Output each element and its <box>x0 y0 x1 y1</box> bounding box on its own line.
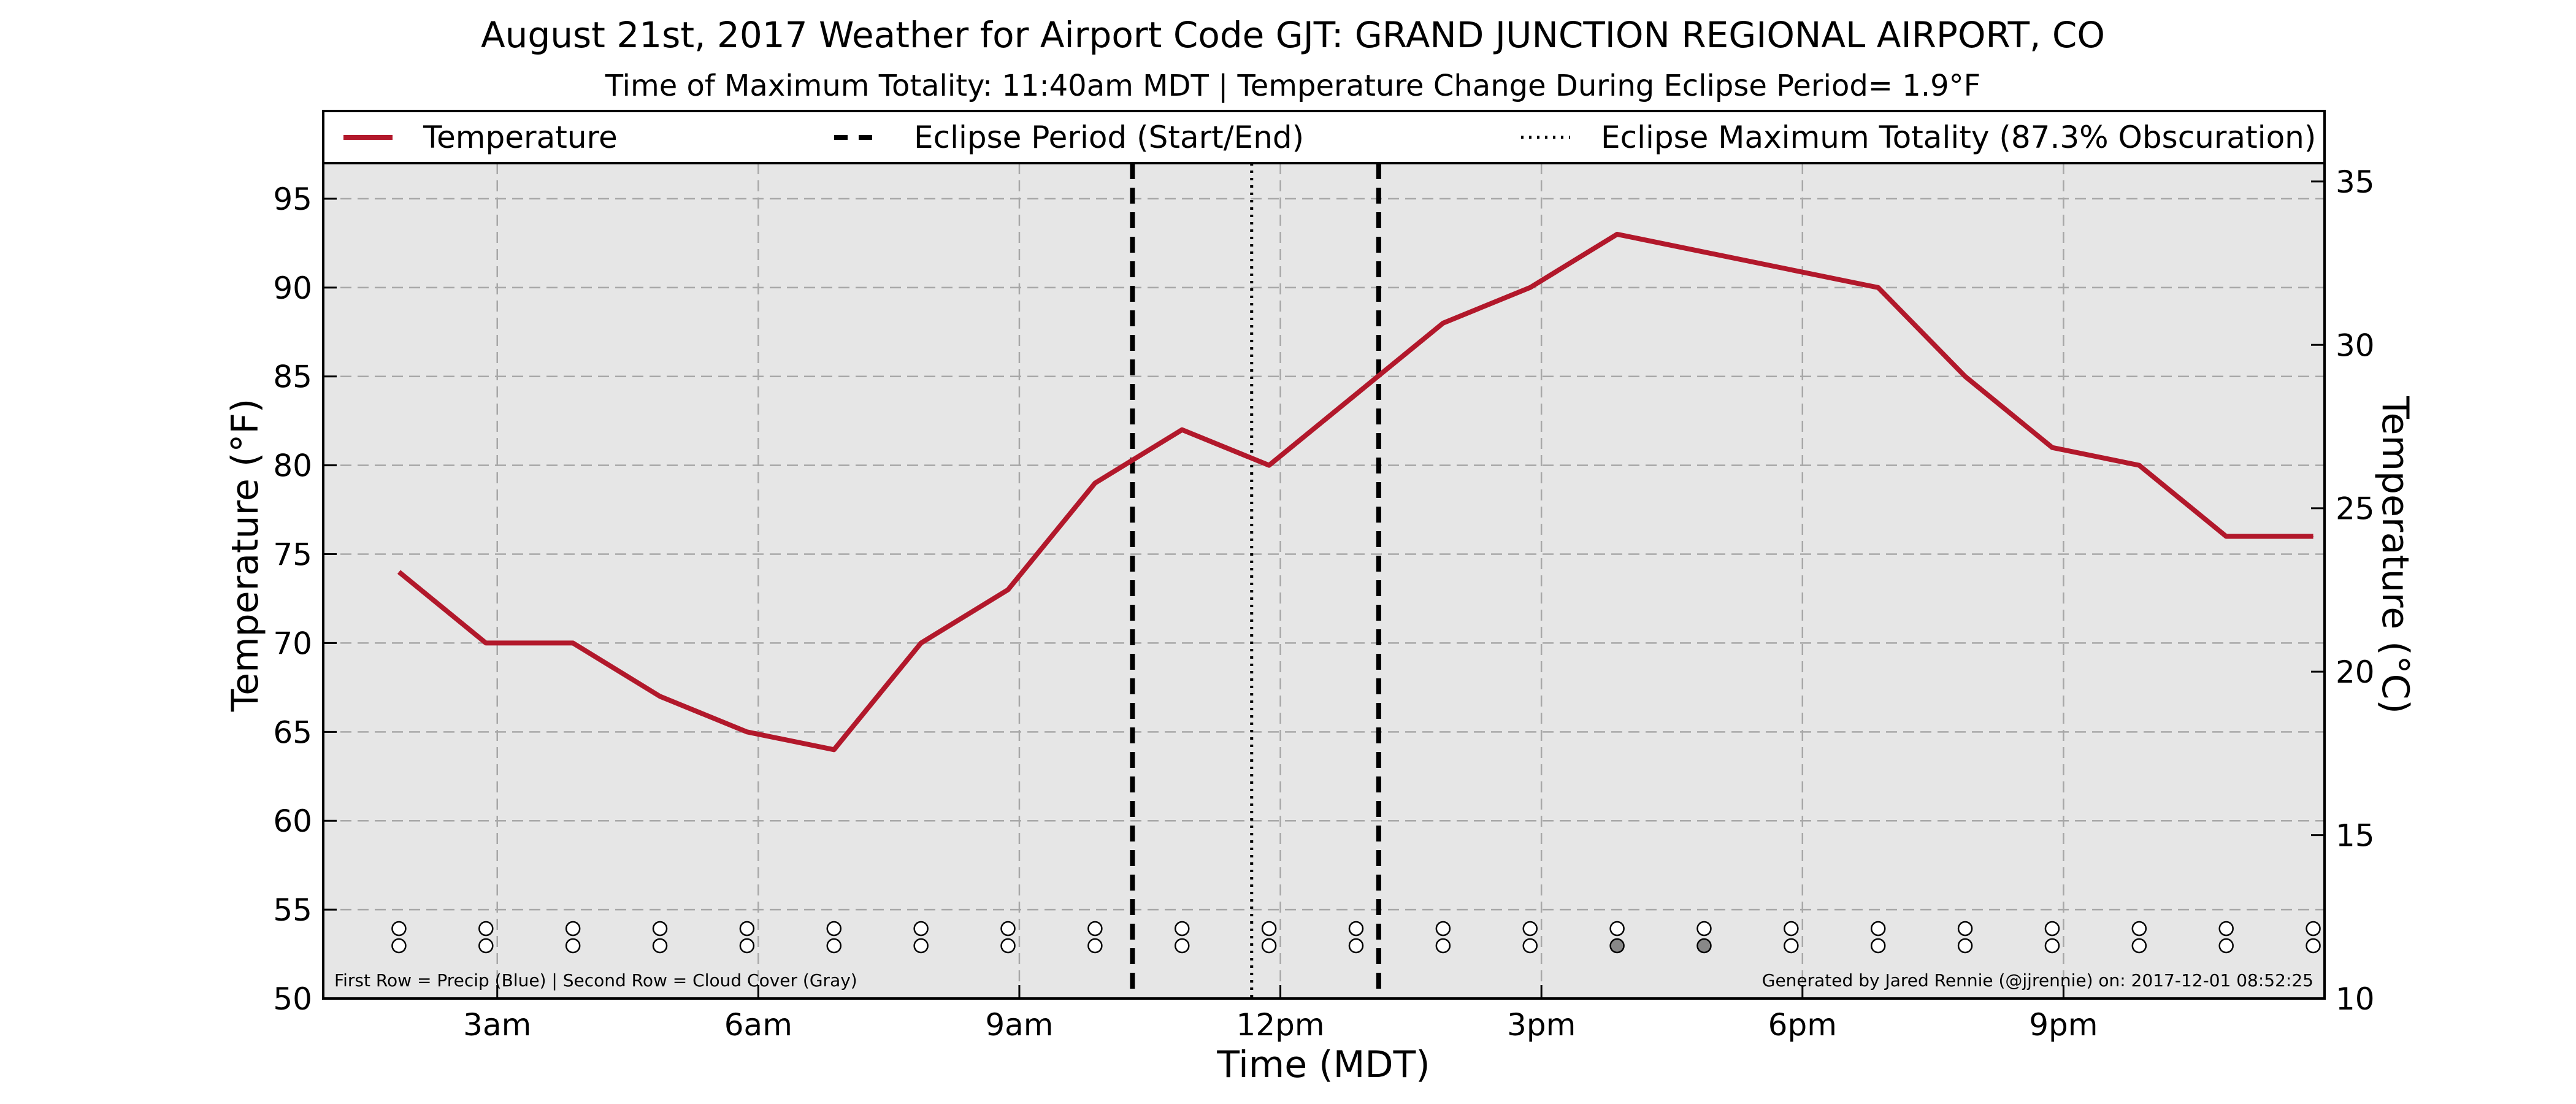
y-tick-label: 70 <box>273 626 312 661</box>
plot-area <box>323 163 2325 999</box>
cloud-cover-marker <box>1000 938 1016 954</box>
precip-marker <box>478 921 494 937</box>
y-right-tick-label: 10 <box>2336 981 2375 1017</box>
y-right-tick-label: 30 <box>2336 328 2375 363</box>
precip-marker <box>2306 921 2321 937</box>
y-tick-label: 60 <box>273 803 312 839</box>
cloud-cover-marker <box>2044 938 2060 954</box>
precip-marker <box>739 921 755 937</box>
cloud-cover-marker <box>1175 938 1190 954</box>
x-axis-label: Time (MDT) <box>1216 1043 1430 1086</box>
y-axis-right-ticks: 10 15 20 25 30 35 <box>2311 164 2375 1017</box>
y-right-tick-label: 20 <box>2336 654 2375 690</box>
cloud-cover-marker <box>739 938 755 954</box>
x-tick-label: 3pm <box>1507 1007 1576 1043</box>
cloud-cover-marker <box>2218 938 2234 954</box>
cloud-cover-marker <box>565 938 581 954</box>
x-axis-ticks: 3am 6am 9am 12pm 3pm 6pm 9pm <box>463 985 2098 1043</box>
cloud-cover-marker <box>1870 938 1886 954</box>
legend-label: Eclipse Maximum Totality (87.3% Obscurat… <box>1601 120 2316 155</box>
precip-marker <box>1175 921 1190 937</box>
precip-marker <box>2131 921 2147 937</box>
y-axis-right-label: Temperature (°C) <box>2374 396 2417 714</box>
y-axis-left-ticks: 50 55 60 65 70 75 80 85 90 95 <box>273 182 337 1017</box>
temperature-point <box>1268 465 1270 466</box>
precip-marker <box>1087 921 1103 937</box>
cloud-cover-marker <box>826 938 842 954</box>
cloud-cover-marker <box>478 938 494 954</box>
cloud-cover-marker <box>2306 938 2321 954</box>
chart-subtitle: Time of Maximum Totality: 11:40am MDT | … <box>605 69 1980 103</box>
x-tick-label: 6pm <box>1768 1007 1837 1043</box>
plot-frame <box>322 110 2326 1000</box>
temperature-point <box>1965 376 1966 377</box>
y-tick-label: 95 <box>273 182 312 217</box>
precip-marker <box>1696 921 1712 937</box>
y-tick-label: 80 <box>273 448 312 484</box>
cloud-cover-marker <box>1609 938 1625 954</box>
y-tick-label: 75 <box>273 537 312 573</box>
precip-marker <box>565 921 581 937</box>
cloud-cover-marker <box>1522 938 1538 954</box>
precip-marker <box>2044 921 2060 937</box>
grid <box>323 163 2325 999</box>
y-tick-label: 65 <box>273 715 312 750</box>
x-tick-label: 12pm <box>1236 1007 1325 1043</box>
y-axis-label: Temperature (°F) <box>224 399 267 712</box>
precip-marker <box>1870 921 1886 937</box>
precip-marker <box>652 921 668 937</box>
precip-marker <box>391 921 407 937</box>
precip-marker <box>1348 921 1364 937</box>
y-tick-label: 85 <box>273 359 312 395</box>
temperature-point <box>659 696 661 697</box>
precip-marker <box>1435 921 1451 937</box>
y-right-tick-label: 25 <box>2336 491 2375 527</box>
cloud-cover-marker <box>391 938 407 954</box>
temperature-point <box>1790 269 1792 270</box>
precip-marker <box>1000 921 1016 937</box>
precip-marker <box>2218 921 2234 937</box>
precip-marker <box>1261 921 1277 937</box>
temperature-point <box>1877 287 1879 288</box>
series <box>397 231 2314 753</box>
temperature-point <box>1181 429 1183 431</box>
precip-marker <box>1522 921 1538 937</box>
cloud-cover-marker <box>1087 938 1103 954</box>
legend: Temperature Eclipse Period (Start/End) Ecl… <box>343 120 2316 155</box>
x-tick-label: 6am <box>724 1007 792 1043</box>
legend-label: Eclipse Period (Start/End) <box>914 120 1304 155</box>
legend-label: Temperature <box>423 120 618 155</box>
cloud-cover-marker <box>913 938 929 954</box>
precip-marker <box>1957 921 1973 937</box>
cloud-cover-marker <box>1348 938 1364 954</box>
cloud-cover-marker <box>652 938 668 954</box>
eclipse-lines <box>1130 163 1381 999</box>
cloud-cover-marker <box>1435 938 1451 954</box>
y-tick-label: 55 <box>273 892 312 928</box>
y-tick-label: 50 <box>273 981 312 1017</box>
chart-title: August 21st, 2017 Weather for Airport Co… <box>481 14 2105 56</box>
cloud-cover-marker <box>1784 938 1799 954</box>
precip-marker <box>1784 921 1799 937</box>
cloud-cover-marker <box>1957 938 1973 954</box>
footnote-left: First Row = Precip (Blue) | Second Row =… <box>334 970 857 991</box>
footnote-right: Generated by Jared Rennie (@jjrennie) on… <box>1762 970 2313 991</box>
y-right-tick-label: 15 <box>2336 818 2375 854</box>
weather-markers <box>391 921 2321 954</box>
precip-marker <box>826 921 842 937</box>
x-tick-label: 3am <box>463 1007 531 1043</box>
cloud-cover-marker <box>1261 938 1277 954</box>
y-tick-label: 90 <box>273 270 312 306</box>
x-tick-label: 9am <box>985 1007 1053 1043</box>
cloud-cover-marker <box>1696 938 1712 954</box>
precip-marker <box>913 921 929 937</box>
cloud-cover-marker <box>2131 938 2147 954</box>
precip-marker <box>1609 921 1625 937</box>
y-right-tick-label: 35 <box>2336 164 2375 200</box>
x-tick-label: 9pm <box>2029 1007 2098 1043</box>
